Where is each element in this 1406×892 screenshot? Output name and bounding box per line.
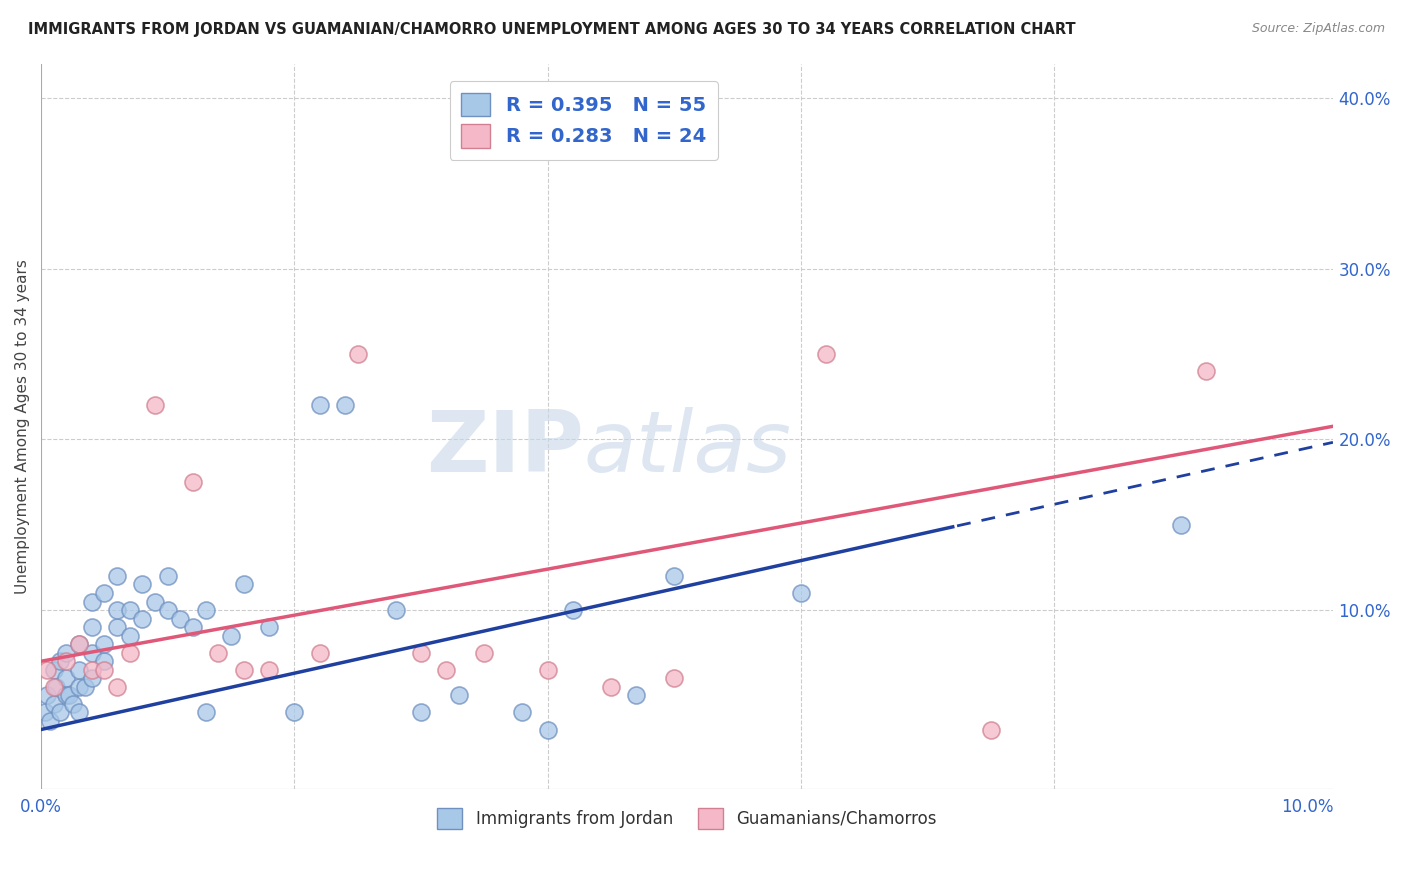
Point	[257, 663, 280, 677]
Point	[105, 569, 128, 583]
Point	[93, 663, 115, 677]
Point	[75, 680, 97, 694]
Point	[156, 569, 179, 583]
Point	[194, 603, 217, 617]
Point	[55, 689, 77, 703]
Point	[62, 697, 84, 711]
Legend: Immigrants from Jordan, Guamanians/Chamorros: Immigrants from Jordan, Guamanians/Chamo…	[430, 802, 943, 835]
Point	[39, 714, 62, 728]
Point	[980, 723, 1002, 737]
Point	[93, 586, 115, 600]
Point	[537, 723, 560, 737]
Point	[67, 680, 90, 694]
Point	[333, 398, 356, 412]
Point	[45, 680, 67, 694]
Point	[169, 611, 191, 625]
Point	[131, 611, 153, 625]
Point	[55, 671, 77, 685]
Point	[34, 706, 56, 720]
Point	[537, 663, 560, 677]
Point	[257, 620, 280, 634]
Point	[232, 663, 254, 677]
Text: ZIP: ZIP	[426, 407, 583, 490]
Point	[283, 706, 305, 720]
Point	[105, 620, 128, 634]
Point	[447, 689, 470, 703]
Point	[55, 646, 77, 660]
Point	[600, 680, 623, 694]
Text: IMMIGRANTS FROM JORDAN VS GUAMANIAN/CHAMORRO UNEMPLOYMENT AMONG AGES 30 TO 34 YE: IMMIGRANTS FROM JORDAN VS GUAMANIAN/CHAM…	[28, 22, 1076, 37]
Y-axis label: Unemployment Among Ages 30 to 34 years: Unemployment Among Ages 30 to 34 years	[15, 260, 30, 594]
Text: atlas: atlas	[583, 407, 792, 490]
Point	[80, 671, 103, 685]
Point	[67, 637, 90, 651]
Point	[1195, 364, 1218, 378]
Point	[308, 398, 330, 412]
Point	[80, 594, 103, 608]
Point	[664, 569, 686, 583]
Text: Source: ZipAtlas.com: Source: ZipAtlas.com	[1251, 22, 1385, 36]
Point	[512, 706, 534, 720]
Point	[80, 646, 103, 660]
Point	[67, 637, 90, 651]
Point	[131, 577, 153, 591]
Point	[67, 663, 90, 677]
Point	[118, 646, 141, 660]
Point	[790, 586, 813, 600]
Point	[49, 654, 72, 668]
Point	[49, 706, 72, 720]
Point	[181, 475, 204, 489]
Point	[384, 603, 406, 617]
Point	[80, 620, 103, 634]
Point	[80, 663, 103, 677]
Point	[42, 697, 65, 711]
Point	[1170, 517, 1192, 532]
Point	[143, 398, 166, 412]
Point	[562, 603, 585, 617]
Point	[105, 603, 128, 617]
Point	[55, 654, 77, 668]
Point	[37, 689, 59, 703]
Point	[105, 680, 128, 694]
Point	[434, 663, 457, 677]
Point	[409, 646, 432, 660]
Point	[37, 663, 59, 677]
Point	[67, 706, 90, 720]
Point	[194, 706, 217, 720]
Point	[58, 689, 80, 703]
Point	[232, 577, 254, 591]
Point	[93, 637, 115, 651]
Point	[207, 646, 229, 660]
Point	[664, 671, 686, 685]
Point	[118, 603, 141, 617]
Point	[118, 629, 141, 643]
Point	[815, 347, 838, 361]
Point	[346, 347, 368, 361]
Point	[156, 603, 179, 617]
Point	[626, 689, 648, 703]
Point	[93, 654, 115, 668]
Point	[409, 706, 432, 720]
Point	[308, 646, 330, 660]
Point	[42, 680, 65, 694]
Point	[143, 594, 166, 608]
Point	[42, 663, 65, 677]
Point	[474, 646, 496, 660]
Point	[181, 620, 204, 634]
Point	[219, 629, 242, 643]
